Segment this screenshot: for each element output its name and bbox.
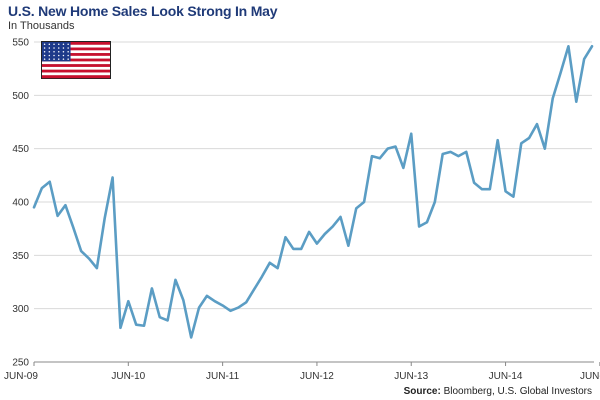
flag-star — [62, 47, 65, 49]
flag-star — [57, 47, 60, 49]
x-tick-label-0: JUN-09 — [4, 371, 38, 382]
source-text: Bloomberg, U.S. Global Investors — [443, 386, 592, 397]
x-tick-label-4: JUN-13 — [394, 371, 428, 382]
source-label: Source: — [403, 386, 441, 397]
flag-star — [67, 54, 69, 57]
flag-star — [57, 43, 60, 45]
flag-stripe — [42, 53, 110, 57]
flag-star — [43, 47, 46, 49]
chart-subtitle: In Thousands — [8, 20, 75, 32]
flag-stripe — [42, 61, 110, 65]
flag-star — [53, 54, 55, 57]
y-tick-label-550: 550 — [12, 38, 29, 49]
flag-stripe — [42, 64, 110, 68]
flag-stripe — [42, 55, 110, 59]
flag-stripe — [42, 50, 110, 54]
flag-star — [53, 58, 55, 60]
series-line — [32, 44, 594, 339]
y-tick-label-500: 500 — [12, 91, 29, 102]
flag-star — [57, 54, 60, 57]
flag-star — [43, 50, 46, 53]
flag-stripe — [42, 75, 110, 79]
flag-star — [48, 58, 51, 60]
flag-stripe — [42, 42, 110, 45]
flag-star — [67, 58, 69, 60]
source-note: Source: Bloomberg, U.S. Global Investors — [404, 386, 592, 397]
flag-stripe — [42, 44, 110, 48]
series-layer — [32, 44, 594, 339]
flag-star — [48, 43, 51, 45]
x-tick-label-2: JUN-11 — [206, 371, 240, 382]
flag-star — [62, 54, 65, 57]
flag-canton — [42, 42, 71, 62]
flag-star — [53, 43, 55, 45]
flag-stripe — [42, 47, 110, 51]
y-tick-label-450: 450 — [12, 144, 29, 155]
flag-star — [48, 47, 51, 49]
y-tick-label-250: 250 — [12, 358, 29, 369]
flag-star — [62, 50, 65, 53]
x-tick-label-3: JUN-12 — [300, 371, 334, 382]
flag-star — [57, 50, 60, 53]
flag-stripe — [42, 69, 110, 73]
flag-star — [48, 54, 51, 57]
flag-star — [48, 50, 51, 53]
y-tick-label-300: 300 — [12, 304, 29, 315]
flag-star — [57, 58, 60, 60]
flag-stripe — [42, 66, 110, 70]
flag-star — [53, 50, 55, 53]
flag-star — [53, 47, 55, 49]
y-tick-label-400: 400 — [12, 198, 29, 209]
flag-star — [62, 43, 65, 45]
flag-star — [62, 58, 65, 60]
flag-stripe — [42, 72, 110, 76]
flag-star — [43, 43, 46, 45]
flag-star — [43, 54, 46, 57]
axis-layer: 250 300 350 400 450 500 550 JUN-09 JUN-10 JUN-11 J… — [4, 38, 600, 382]
chart-title: U.S. New Home Sales Look Strong In May — [8, 3, 278, 19]
y-tick-label-350: 350 — [12, 251, 29, 262]
x-tick-label-1: JUN-10 — [111, 371, 145, 382]
x-tick-label-6: JUN-15 — [580, 371, 600, 382]
flag-star — [67, 47, 69, 49]
flag-star — [43, 58, 46, 60]
us-flag-icon — [41, 41, 111, 79]
x-tick-label-5: JUN-14 — [489, 371, 523, 382]
flag-stripe — [42, 58, 110, 62]
flag-star — [67, 50, 69, 53]
grid-layer — [34, 41, 592, 310]
flag-star — [67, 43, 69, 45]
